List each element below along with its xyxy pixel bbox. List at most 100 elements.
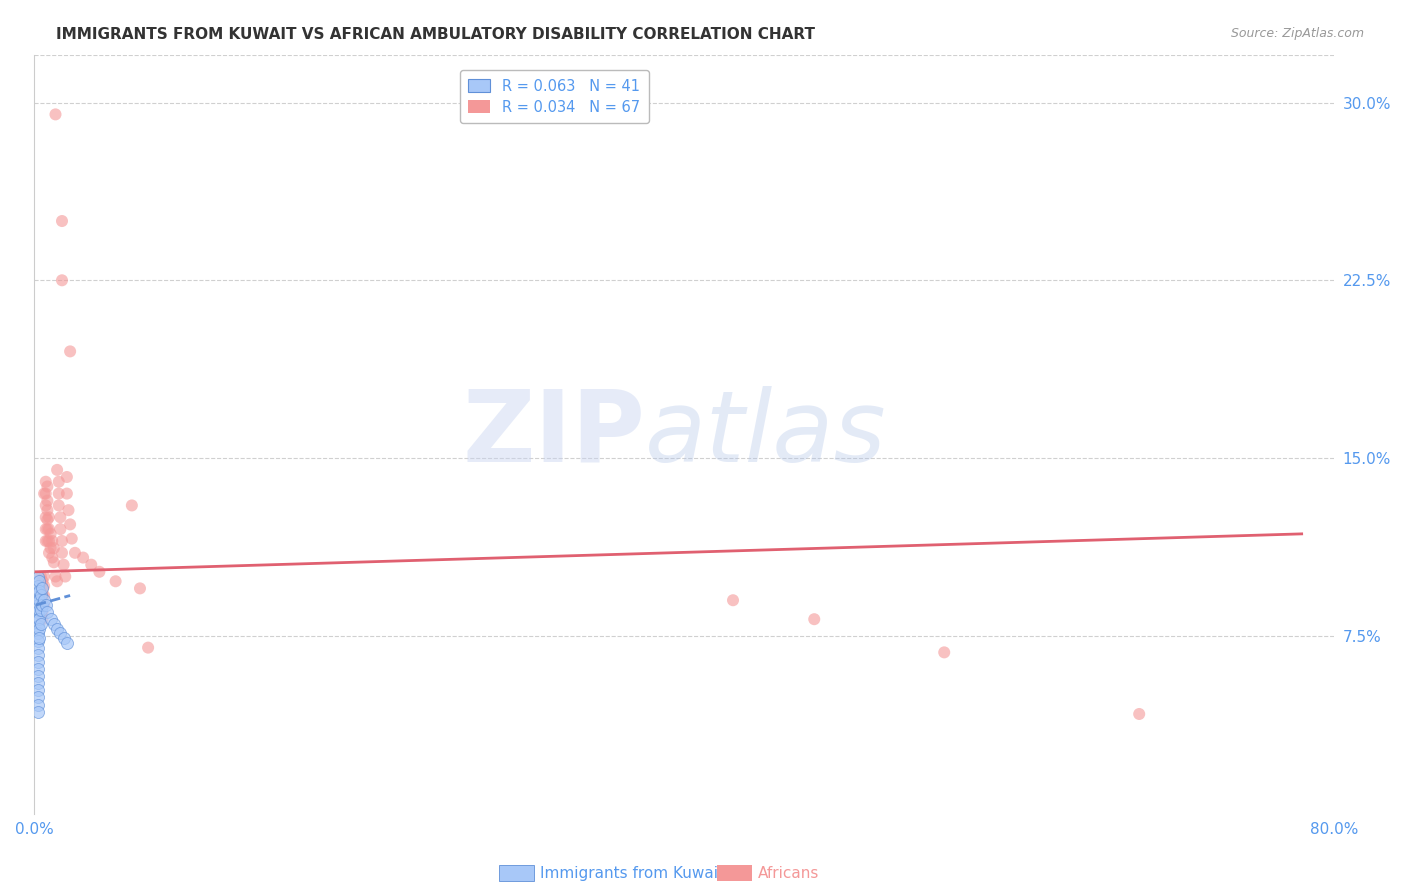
- Point: [27, 633, 49, 648]
- Point: [32, 598, 55, 612]
- Point: [35, 533, 58, 548]
- Point: [37, 533, 59, 548]
- Point: [129, 582, 152, 596]
- Point: [52, 558, 75, 572]
- Point: [39, 527, 62, 541]
- Text: IMMIGRANTS FROM KUWAIT VS AFRICAN AMBULATORY DISABILITY CORRELATION CHART: IMMIGRANTS FROM KUWAIT VS AFRICAN AMBULA…: [56, 27, 815, 42]
- Point: [42, 541, 65, 555]
- Point: [31, 589, 53, 603]
- Point: [51, 533, 73, 548]
- Point: [59, 344, 82, 359]
- Point: [27, 698, 49, 712]
- Point: [44, 107, 66, 121]
- Point: [42, 616, 65, 631]
- Point: [58, 503, 80, 517]
- Text: Africans: Africans: [758, 866, 820, 880]
- Point: [27, 705, 49, 719]
- Point: [39, 541, 62, 555]
- Point: [60, 532, 83, 546]
- Point: [28, 603, 51, 617]
- Point: [30, 616, 52, 631]
- Point: [104, 574, 127, 589]
- Point: [51, 214, 73, 228]
- Point: [30, 603, 52, 617]
- Legend: R = 0.063   N = 41, R = 0.034   N = 67: R = 0.063 N = 41, R = 0.034 N = 67: [460, 70, 650, 123]
- Point: [51, 273, 73, 287]
- Point: [38, 510, 60, 524]
- Text: Immigrants from Kuwait: Immigrants from Kuwait: [540, 866, 724, 880]
- Point: [27, 683, 49, 698]
- Text: Source: ZipAtlas.com: Source: ZipAtlas.com: [1230, 27, 1364, 40]
- Point: [27, 586, 49, 600]
- Point: [27, 662, 49, 676]
- Point: [27, 619, 49, 633]
- Point: [46, 463, 69, 477]
- Point: [46, 622, 69, 636]
- Point: [38, 522, 60, 536]
- Point: [37, 513, 59, 527]
- Point: [32, 593, 55, 607]
- Point: [42, 555, 65, 569]
- Point: [38, 546, 60, 560]
- Point: [37, 479, 59, 493]
- Point: [89, 565, 111, 579]
- Point: [27, 655, 49, 669]
- Point: [27, 626, 49, 640]
- Point: [48, 475, 70, 489]
- Point: [28, 612, 51, 626]
- Point: [52, 631, 75, 645]
- Point: [37, 605, 59, 619]
- Point: [49, 510, 72, 524]
- Point: [27, 612, 49, 626]
- Point: [27, 676, 49, 690]
- Point: [56, 470, 79, 484]
- Point: [46, 574, 69, 589]
- Point: [30, 569, 52, 583]
- Text: atlas: atlas: [645, 386, 887, 483]
- Point: [63, 546, 86, 560]
- Point: [35, 522, 58, 536]
- Point: [27, 579, 49, 593]
- Point: [31, 598, 53, 612]
- Point: [49, 522, 72, 536]
- Point: [37, 493, 59, 508]
- Point: [31, 612, 53, 626]
- Point: [27, 593, 49, 607]
- Point: [136, 640, 159, 655]
- Text: ZIP: ZIP: [463, 386, 645, 483]
- Point: [80, 558, 103, 572]
- Point: [721, 593, 744, 607]
- Point: [28, 631, 51, 645]
- Point: [56, 486, 79, 500]
- Point: [27, 669, 49, 683]
- Point: [37, 503, 59, 517]
- Point: [28, 622, 51, 636]
- Point: [48, 499, 70, 513]
- Point: [27, 598, 49, 612]
- Point: [56, 636, 79, 650]
- Point: [28, 593, 51, 607]
- Point: [31, 582, 53, 596]
- Point: [32, 569, 55, 583]
- Point: [121, 499, 143, 513]
- Point: [39, 612, 62, 626]
- Point: [803, 612, 825, 626]
- Point: [27, 648, 49, 662]
- Point: [31, 574, 53, 589]
- Point: [35, 486, 58, 500]
- Point: [28, 583, 51, 598]
- Point: [35, 598, 58, 612]
- Point: [38, 533, 60, 548]
- Point: [41, 550, 63, 565]
- Point: [30, 589, 52, 603]
- Point: [27, 569, 49, 583]
- Point: [35, 475, 58, 489]
- Point: [44, 569, 66, 583]
- Point: [48, 486, 70, 500]
- Point: [41, 533, 63, 548]
- Point: [31, 598, 53, 612]
- Point: [32, 579, 55, 593]
- Point: [934, 645, 956, 659]
- Point: [31, 582, 53, 596]
- Point: [27, 605, 49, 619]
